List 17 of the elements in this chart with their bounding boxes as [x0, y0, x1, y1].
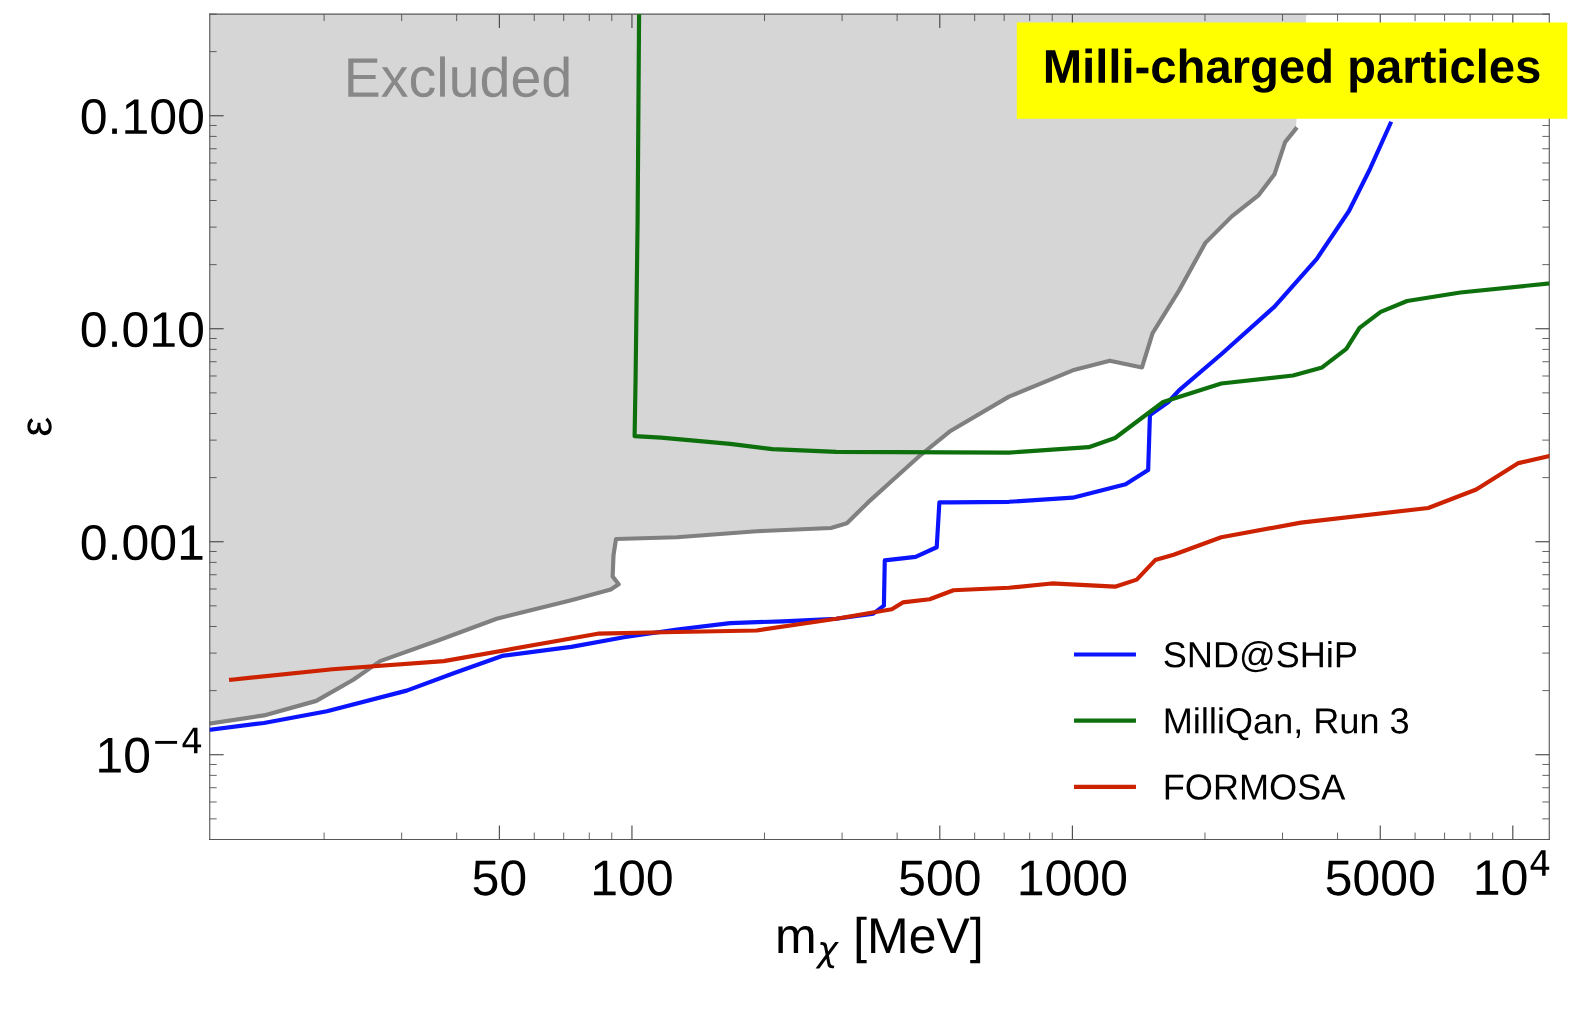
legend-label: FORMOSA: [1165, 774, 1346, 800]
series-label: Excluded: [348, 56, 569, 98]
y-tick-label: 0.100: [81, 98, 203, 135]
x-tick-label: 10$^{4}$: [1476, 850, 1550, 896]
x-axis-title: m$_{χ}$ [MeV]: [778, 916, 981, 969]
text: Milli-charged particles: [1045, 48, 1540, 93]
x-tick-label: 500: [900, 860, 980, 896]
legend-label: MilliQan, Run 3: [1165, 707, 1409, 741]
x-tick-label: 5000: [1326, 860, 1434, 896]
x-tick-label: 1000: [1020, 860, 1127, 896]
x-tick-label: 50: [473, 860, 526, 896]
y-tick-label: 10$^{−4}$: [99, 727, 202, 773]
y-tick-label: 0.001: [81, 524, 203, 561]
y-axis-title: ε: [27, 417, 52, 436]
y-tick-label: 0.010: [81, 311, 203, 348]
legend-label: SND@SHiP: [1164, 641, 1357, 673]
x-tick-label: 100: [594, 860, 672, 896]
